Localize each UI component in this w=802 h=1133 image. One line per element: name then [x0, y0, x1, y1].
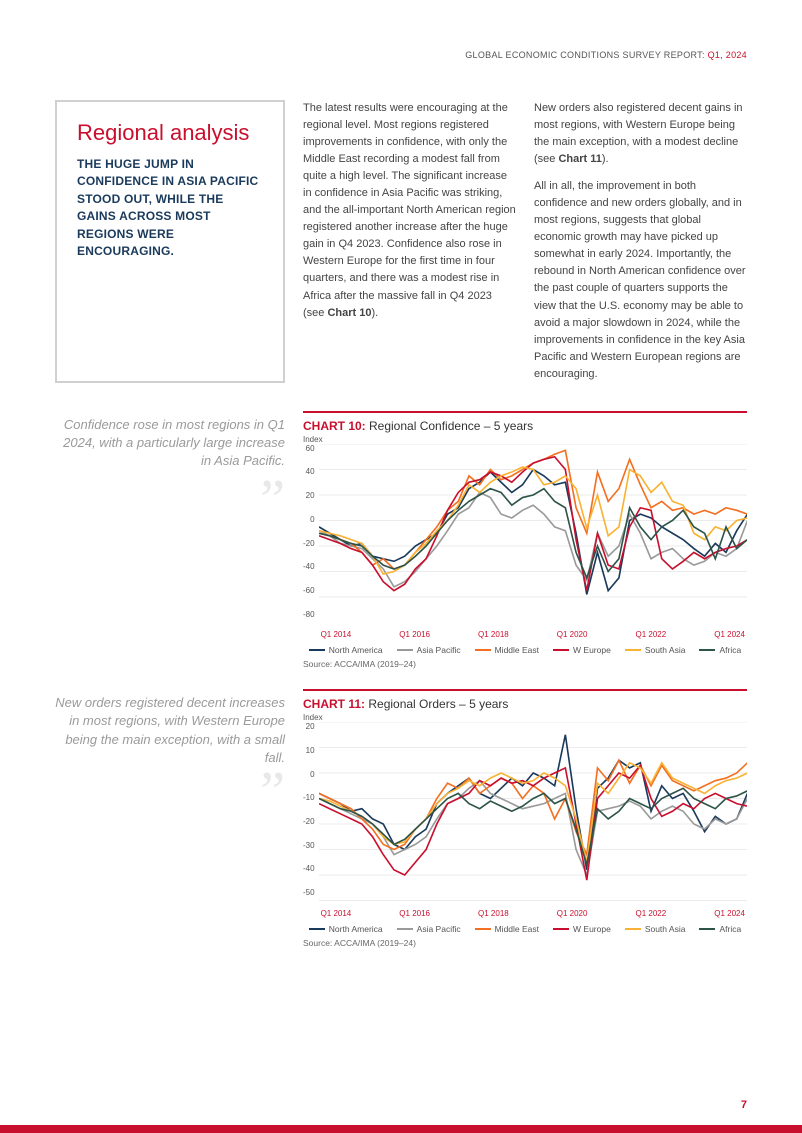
- legend-item: Asia Pacific: [397, 924, 461, 934]
- legend-item: W Europe: [553, 924, 611, 934]
- regional-analysis-box: Regional analysis THE HUGE JUMP IN CONFI…: [55, 100, 285, 383]
- legend-item: Middle East: [475, 645, 539, 655]
- legend-item: North America: [309, 645, 383, 655]
- legend-item: W Europe: [553, 645, 611, 655]
- legend-item: Asia Pacific: [397, 645, 461, 655]
- body-column-2: New orders also registered decent gains …: [534, 100, 747, 383]
- quote-icon: ”: [260, 781, 285, 803]
- legend-item: Africa: [699, 924, 741, 934]
- legend-item: North America: [309, 924, 383, 934]
- box-subtitle: THE HUGE JUMP IN CONFIDENCE IN ASIA PACI…: [77, 156, 263, 260]
- page-header: GLOBAL ECONOMIC CONDITIONS SURVEY REPORT…: [55, 50, 747, 60]
- chart11-caption: New orders registered decent increases i…: [55, 689, 285, 948]
- page-number: 7: [741, 1099, 747, 1111]
- chart11-source: Source: ACCA/IMA (2019–24): [303, 938, 747, 948]
- legend-item: South Asia: [625, 924, 686, 934]
- box-title: Regional analysis: [77, 120, 263, 146]
- chart10-source: Source: ACCA/IMA (2019–24): [303, 659, 747, 669]
- chart10: CHART 10: Regional Confidence – 5 years …: [303, 411, 747, 670]
- legend-item: South Asia: [625, 645, 686, 655]
- chart10-caption: Confidence rose in most regions in Q1 20…: [55, 411, 285, 670]
- quote-icon: ”: [260, 489, 285, 511]
- legend-item: Middle East: [475, 924, 539, 934]
- footer-bar: [0, 1125, 802, 1133]
- legend-item: Africa: [699, 645, 741, 655]
- chart11: CHART 11: Regional Orders – 5 years Inde…: [303, 689, 747, 948]
- body-column-1: The latest results were encouraging at t…: [303, 100, 516, 383]
